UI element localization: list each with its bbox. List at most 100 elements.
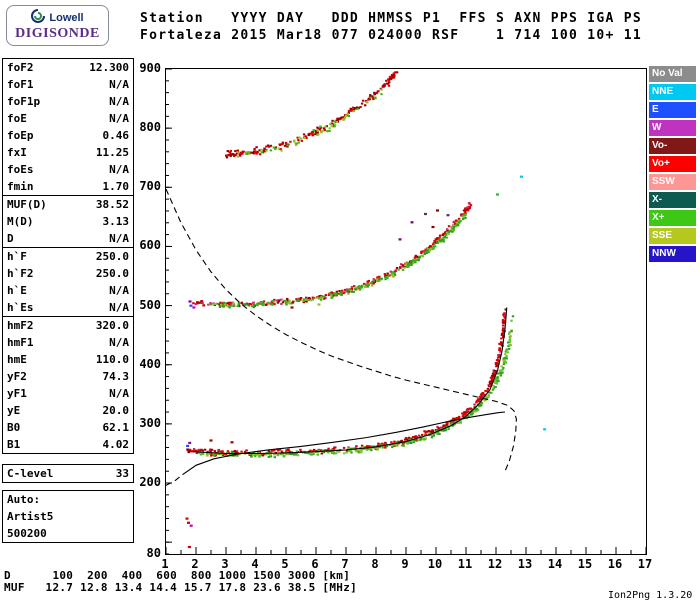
logo-digisonde-text: DIGISONDE <box>15 26 100 41</box>
x-tick-label-2: 2 <box>191 557 199 571</box>
param-label: yF2 <box>7 370 27 383</box>
status-bar: FZA0M_2015077024000.RSF / 320fx256h 50 k… <box>4 590 698 600</box>
param-label: hmF2 <box>7 319 34 332</box>
param-label: h`F2 <box>7 267 34 280</box>
legend-item-vo-: Vo- <box>649 138 696 154</box>
param-value: 12.300 <box>89 61 129 74</box>
param-500200: 500200 <box>3 525 133 542</box>
fitted-trace-curve <box>192 307 508 455</box>
param-group-0: foF2 12.300 foF1 N/A foF1p N/A foE N/A foEp 0.46 f… <box>2 58 134 196</box>
param-value: 20.0 <box>102 404 130 417</box>
param-label: foF1 <box>7 78 34 91</box>
param-value: 110.0 <box>95 353 129 366</box>
param-value: 1.70 <box>102 180 130 193</box>
logo-lowell-text: Lowell <box>49 11 84 24</box>
param-label: fmin <box>7 180 34 193</box>
param-b1: B1 4.02 <box>3 436 133 453</box>
param-yf2: yF2 74.3 <box>3 368 133 385</box>
param-hmf1: hmF1 N/A <box>3 334 133 351</box>
param-group-5: Auto: Artist5 500200 <box>2 490 134 543</box>
param-fmin: fmin 1.70 <box>3 178 133 195</box>
station-header-labels: Station YYYY DAY DDD HMMSS P1 FFS S AXN … <box>140 11 642 26</box>
param-value: 3.13 <box>102 215 130 228</box>
x-tick-label-12: 12 <box>487 557 503 571</box>
x-tick-label-3: 3 <box>221 557 229 571</box>
y-tick-label-400: 400 <box>139 356 161 371</box>
param-hf: h`F 250.0 <box>3 248 133 265</box>
param-label: 500200 <box>7 527 47 540</box>
param-label: yF1 <box>7 387 27 400</box>
param-group-4: C-level 33 <box>2 464 134 483</box>
param-value: 320.0 <box>95 319 129 332</box>
y-tick-label-80: 80 <box>146 546 161 560</box>
param-label: hmE <box>7 353 27 366</box>
param-value: 250.0 <box>95 267 129 280</box>
param-fof1p: foF1p N/A <box>3 93 133 110</box>
legend-item-nne: NNE <box>649 84 696 100</box>
station-header-values: Fortaleza 2015 Mar18 077 024000 RSF 1 71… <box>140 28 642 43</box>
param-ye: yE 20.0 <box>3 402 133 419</box>
profile-extrapolation <box>166 474 183 486</box>
param-label: yE <box>7 404 21 417</box>
legend-item-w: W <box>649 120 696 136</box>
legend-item-sse: SSE <box>649 228 696 244</box>
param-hme: hmE 110.0 <box>3 351 133 368</box>
param-label: B0 <box>7 421 21 434</box>
digisonde-swirl-icon <box>31 9 46 26</box>
distance-row: D 100 200 400 600 800 1000 1500 3000 [km… <box>4 569 351 582</box>
muf-row: MUF 12.7 12.8 13.4 14.4 15.7 17.8 23.6 3… <box>4 581 358 594</box>
param-foep: foEp 0.46 <box>3 127 133 144</box>
legend-item-x-: X- <box>649 192 696 208</box>
param-hf2: h`F2 250.0 <box>3 265 133 282</box>
lowell-digisonde-logo: Lowell DIGISONDE <box>6 5 109 46</box>
y-tick-label-200: 200 <box>139 475 161 490</box>
param-value: N/A <box>109 95 129 108</box>
param-label: C-level <box>7 467 54 480</box>
param-label: foE <box>7 112 27 125</box>
param-label: foEs <box>7 163 34 176</box>
param-value: N/A <box>109 387 129 400</box>
x-tick-label-11: 11 <box>457 557 473 571</box>
param-value: 74.3 <box>102 370 130 383</box>
param-label: hmF1 <box>7 336 34 349</box>
x-tick-label-6: 6 <box>311 557 319 571</box>
x-tick-label-9: 9 <box>401 557 409 571</box>
param-label: foF1p <box>7 95 41 108</box>
param-group-3: hmF2 320.0 hmF1 N/A hmE 110.0 yF2 74.3 yF1 N/A yE 2… <box>2 316 134 454</box>
param-value: N/A <box>109 232 129 245</box>
doppler-color-legend: No Val NNE E W Vo- Vo+ SSW X- X+ SSE NNW <box>649 66 696 264</box>
param-foe: foE N/A <box>3 110 133 127</box>
param-label: D <box>7 232 14 245</box>
param-value: N/A <box>109 78 129 91</box>
param-he: h`E N/A <box>3 282 133 299</box>
param-artist5: Artist5 <box>3 508 133 525</box>
param-value: 38.52 <box>95 198 129 211</box>
param-hmf2: hmF2 320.0 <box>3 317 133 334</box>
x-tick-label-10: 10 <box>427 557 443 571</box>
param-label: B1 <box>7 438 21 451</box>
x-tick-label-1: 1 <box>161 557 169 571</box>
true-height-profile <box>182 411 506 476</box>
y-tick-label-600: 600 <box>139 238 161 253</box>
param-label: MUF(D) <box>7 198 47 211</box>
legend-item-nnw: NNW <box>649 246 696 262</box>
x-tick-label-7: 7 <box>341 557 349 571</box>
param-label: h`Es <box>7 301 34 314</box>
x-tick-label-14: 14 <box>547 557 563 571</box>
param-auto: Auto: <box>3 491 133 508</box>
y-tick-label-800: 800 <box>139 120 161 135</box>
param-b0: B0 62.1 <box>3 419 133 436</box>
legend-item-x+: X+ <box>649 210 696 226</box>
param-value: 62.1 <box>102 421 130 434</box>
ionogram-scatter-plot <box>166 69 646 554</box>
x-tick-label-5: 5 <box>281 557 289 571</box>
param-fof1: foF1 N/A <box>3 76 133 93</box>
param-label: Auto: <box>7 493 41 506</box>
param-value: 33 <box>115 467 129 480</box>
param-label: foF2 <box>7 61 34 74</box>
param-d: D N/A <box>3 230 133 247</box>
param-label: fxI <box>7 146 27 159</box>
param-label: Artist5 <box>7 510 54 523</box>
ionogram-plot-area <box>165 68 647 555</box>
param-group-2: h`F 250.0 h`F2 250.0 h`E N/A h`Es N/A <box>2 247 134 317</box>
